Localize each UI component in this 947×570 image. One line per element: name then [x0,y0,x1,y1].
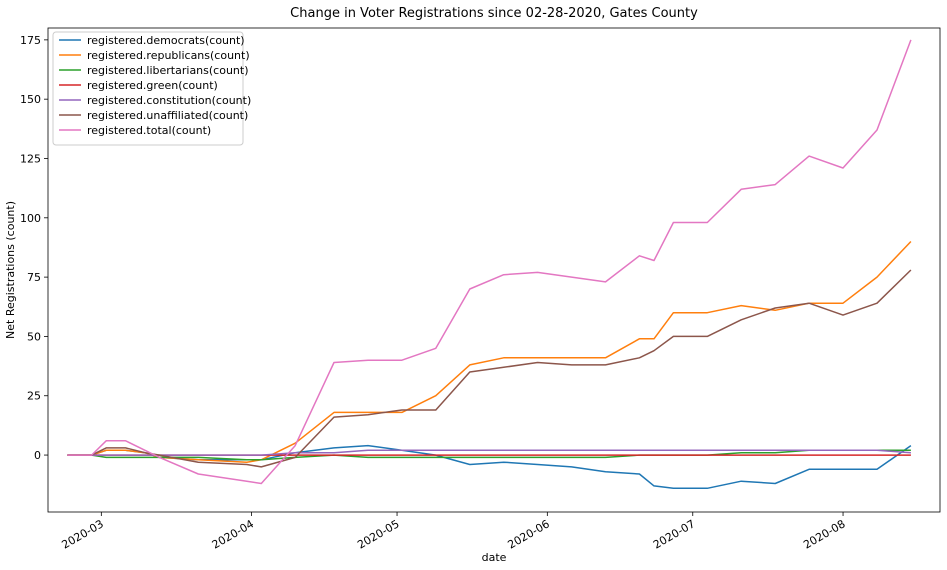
x-axis-label: date [482,551,507,564]
legend-label-6: registered.total(count) [87,124,211,137]
y-tick-label-1: 25 [27,390,41,403]
y-tick-label-7: 175 [20,34,41,47]
legend-label-3: registered.green(count) [87,79,218,92]
series-line-2 [67,449,911,461]
y-axis: 0 25 50 75 100 125 150 175 [20,34,48,462]
legend-box [52,31,244,146]
legend-label-1: registered.republicans(count) [87,49,250,62]
legend-label-5: registered.unaffiliated(count) [87,109,248,122]
series-line-6 [67,39,912,485]
legend-label-0: registered.democrats(count) [87,34,245,47]
plot-frame [47,27,941,513]
legend-label-4: registered.constitution(count) [87,94,251,107]
y-tick-label-5: 125 [20,152,41,165]
legend-label-2: registered.libertarians(count) [87,64,249,77]
chart-title: Change in Voter Registrations since 02-2… [290,6,698,21]
y-tick-label-6: 150 [20,93,41,106]
y-tick-label-3: 75 [27,271,41,284]
series-layer [67,39,912,490]
y-tick-label-0: 0 [34,449,41,462]
plot-area [47,27,941,513]
y-tick-label-4: 100 [20,212,41,225]
legend: registered.democrats(count) registered.re… [52,31,251,146]
y-tick-label-2: 50 [27,330,41,343]
y-axis-label: Net Registrations (count) [4,201,17,339]
